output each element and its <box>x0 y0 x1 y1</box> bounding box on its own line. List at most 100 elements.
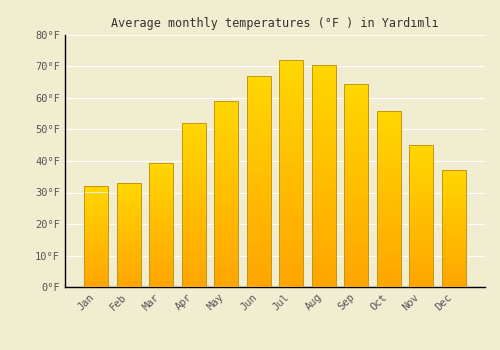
Bar <box>279 159 303 162</box>
Bar <box>376 159 401 161</box>
Bar <box>149 209 174 211</box>
Bar <box>182 144 206 146</box>
Bar <box>312 206 336 209</box>
Bar <box>344 208 368 211</box>
Bar <box>312 231 336 234</box>
Bar <box>214 136 238 138</box>
Bar <box>312 87 336 90</box>
Bar <box>279 244 303 247</box>
Bar <box>344 114 368 117</box>
Bar <box>442 283 466 284</box>
Bar <box>376 278 401 280</box>
Bar <box>116 264 141 265</box>
Bar <box>84 286 108 287</box>
Bar <box>312 243 336 245</box>
Bar <box>344 125 368 127</box>
Bar <box>312 209 336 212</box>
Bar <box>376 137 401 139</box>
Bar <box>84 208 108 209</box>
Bar <box>312 257 336 259</box>
Bar <box>279 261 303 264</box>
Bar <box>214 275 238 278</box>
Bar <box>246 226 271 229</box>
Bar <box>312 154 336 156</box>
Bar <box>246 102 271 105</box>
Bar <box>442 249 466 251</box>
Bar <box>116 200 141 201</box>
Bar <box>182 275 206 277</box>
Bar <box>149 195 174 197</box>
Bar <box>214 217 238 220</box>
Bar <box>84 273 108 274</box>
Bar <box>376 168 401 170</box>
Bar <box>312 198 336 201</box>
Bar <box>84 244 108 245</box>
Bar <box>279 94 303 97</box>
Bar <box>344 119 368 122</box>
Bar <box>246 181 271 184</box>
Bar <box>409 248 434 250</box>
Bar <box>409 223 434 225</box>
Bar <box>116 256 141 257</box>
Bar <box>246 192 271 195</box>
Bar <box>149 226 174 228</box>
Bar <box>344 251 368 254</box>
Bar <box>442 261 466 262</box>
Bar <box>376 236 401 238</box>
Bar <box>149 190 174 192</box>
Bar <box>312 90 336 93</box>
Bar <box>116 222 141 223</box>
Bar <box>246 121 271 124</box>
Bar <box>182 242 206 244</box>
Bar <box>409 267 434 269</box>
Bar <box>182 181 206 183</box>
Bar <box>312 267 336 270</box>
Bar <box>279 259 303 261</box>
Bar <box>279 228 303 230</box>
Bar <box>84 234 108 235</box>
Bar <box>312 229 336 231</box>
Bar <box>442 179 466 181</box>
Bar <box>409 269 434 271</box>
Bar <box>312 159 336 162</box>
Bar <box>84 243 108 244</box>
Bar <box>376 270 401 272</box>
Bar <box>409 159 434 161</box>
Bar <box>182 230 206 232</box>
Bar <box>246 203 271 205</box>
Bar <box>344 274 368 277</box>
Bar <box>116 261 141 262</box>
Bar <box>214 203 238 206</box>
Bar <box>442 232 466 233</box>
Bar <box>116 195 141 196</box>
Bar <box>116 241 141 243</box>
Bar <box>149 184 174 186</box>
Bar <box>344 165 368 168</box>
Bar <box>279 225 303 228</box>
Bar <box>116 257 141 258</box>
Bar <box>409 243 434 244</box>
Bar <box>182 285 206 287</box>
Bar <box>279 128 303 131</box>
Bar <box>344 254 368 257</box>
Bar <box>279 71 303 74</box>
Bar <box>312 132 336 134</box>
Bar <box>84 195 108 196</box>
Bar <box>279 83 303 86</box>
Bar <box>312 259 336 262</box>
Bar <box>312 98 336 101</box>
Bar <box>246 213 271 216</box>
Bar <box>182 172 206 174</box>
Bar <box>312 265 336 267</box>
Bar <box>344 178 368 180</box>
Bar <box>149 222 174 223</box>
Bar <box>409 232 434 234</box>
Bar <box>376 157 401 159</box>
Bar <box>376 166 401 168</box>
Bar <box>409 227 434 229</box>
Bar <box>409 212 434 214</box>
Bar <box>149 244 174 245</box>
Bar <box>312 220 336 223</box>
Bar <box>344 216 368 218</box>
Bar <box>442 213 466 214</box>
